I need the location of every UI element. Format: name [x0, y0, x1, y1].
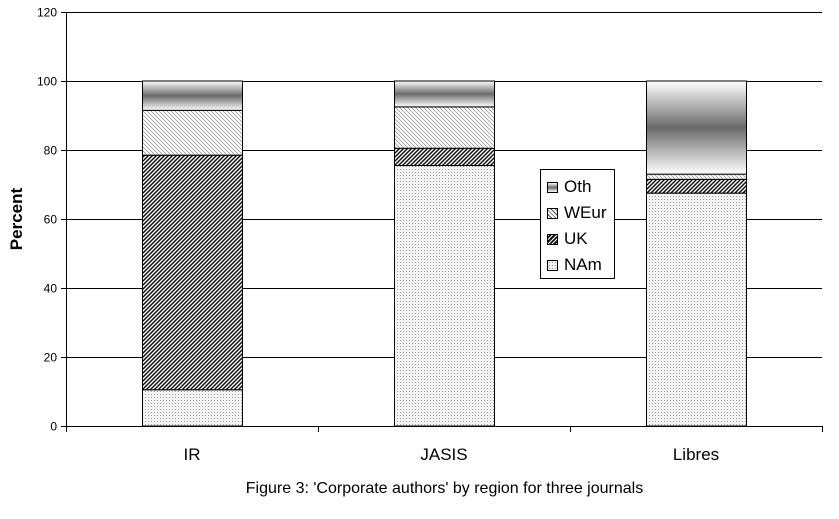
bar-jasis-weur [394, 106, 495, 149]
legend: Oth WEur UK NAm [540, 169, 615, 279]
y-tick-label: 100 [37, 75, 57, 89]
legend-item-nam: NAm [547, 255, 602, 275]
x-tick-label-ir: IR [184, 445, 201, 464]
bar-ir-weur [142, 109, 243, 156]
legend-swatch-nam [547, 259, 558, 271]
bar-ir-oth [142, 80, 243, 111]
legend-swatch-uk [547, 233, 558, 245]
bar-libres-uk [646, 178, 747, 194]
legend-item-weur: WEur [547, 203, 607, 223]
legend-swatch-oth [547, 181, 558, 193]
y-tick-label: 60 [44, 213, 58, 227]
y-tick-label: 20 [44, 351, 58, 365]
y-tick-label: 0 [50, 420, 57, 434]
bar-ir-uk [142, 154, 243, 391]
figure-caption: Figure 3: 'Corporate authors' by region … [245, 480, 644, 497]
bar-jasis-uk [394, 147, 495, 167]
x-tick-label-libres: Libres [673, 445, 719, 464]
bar-libres-nam [646, 192, 747, 427]
y-tick-label: 80 [44, 144, 58, 158]
bar-jasis-oth [394, 80, 495, 108]
legend-label-oth: Oth [564, 177, 592, 196]
y-tick-label: 120 [37, 6, 57, 20]
axes: 0 20 40 60 80 100 120 IR JASIS Libres [37, 6, 823, 464]
bars [142, 80, 747, 427]
legend-item-oth: Oth [547, 177, 591, 197]
legend-label-weur: WEur [564, 203, 607, 222]
bar-libres-oth [646, 80, 747, 175]
bar-ir-nam [142, 389, 243, 427]
legend-label-uk: UK [564, 229, 588, 248]
x-tick-label-jasis: JASIS [420, 445, 467, 464]
y-axis-label: Percent [7, 187, 26, 250]
bar-jasis-nam [394, 165, 495, 427]
y-tick-label: 40 [44, 282, 58, 296]
legend-label-nam: NAm [564, 255, 602, 274]
bar-libres-weur [646, 173, 747, 180]
legend-item-uk: UK [547, 229, 588, 249]
legend-swatch-weur [547, 207, 558, 219]
